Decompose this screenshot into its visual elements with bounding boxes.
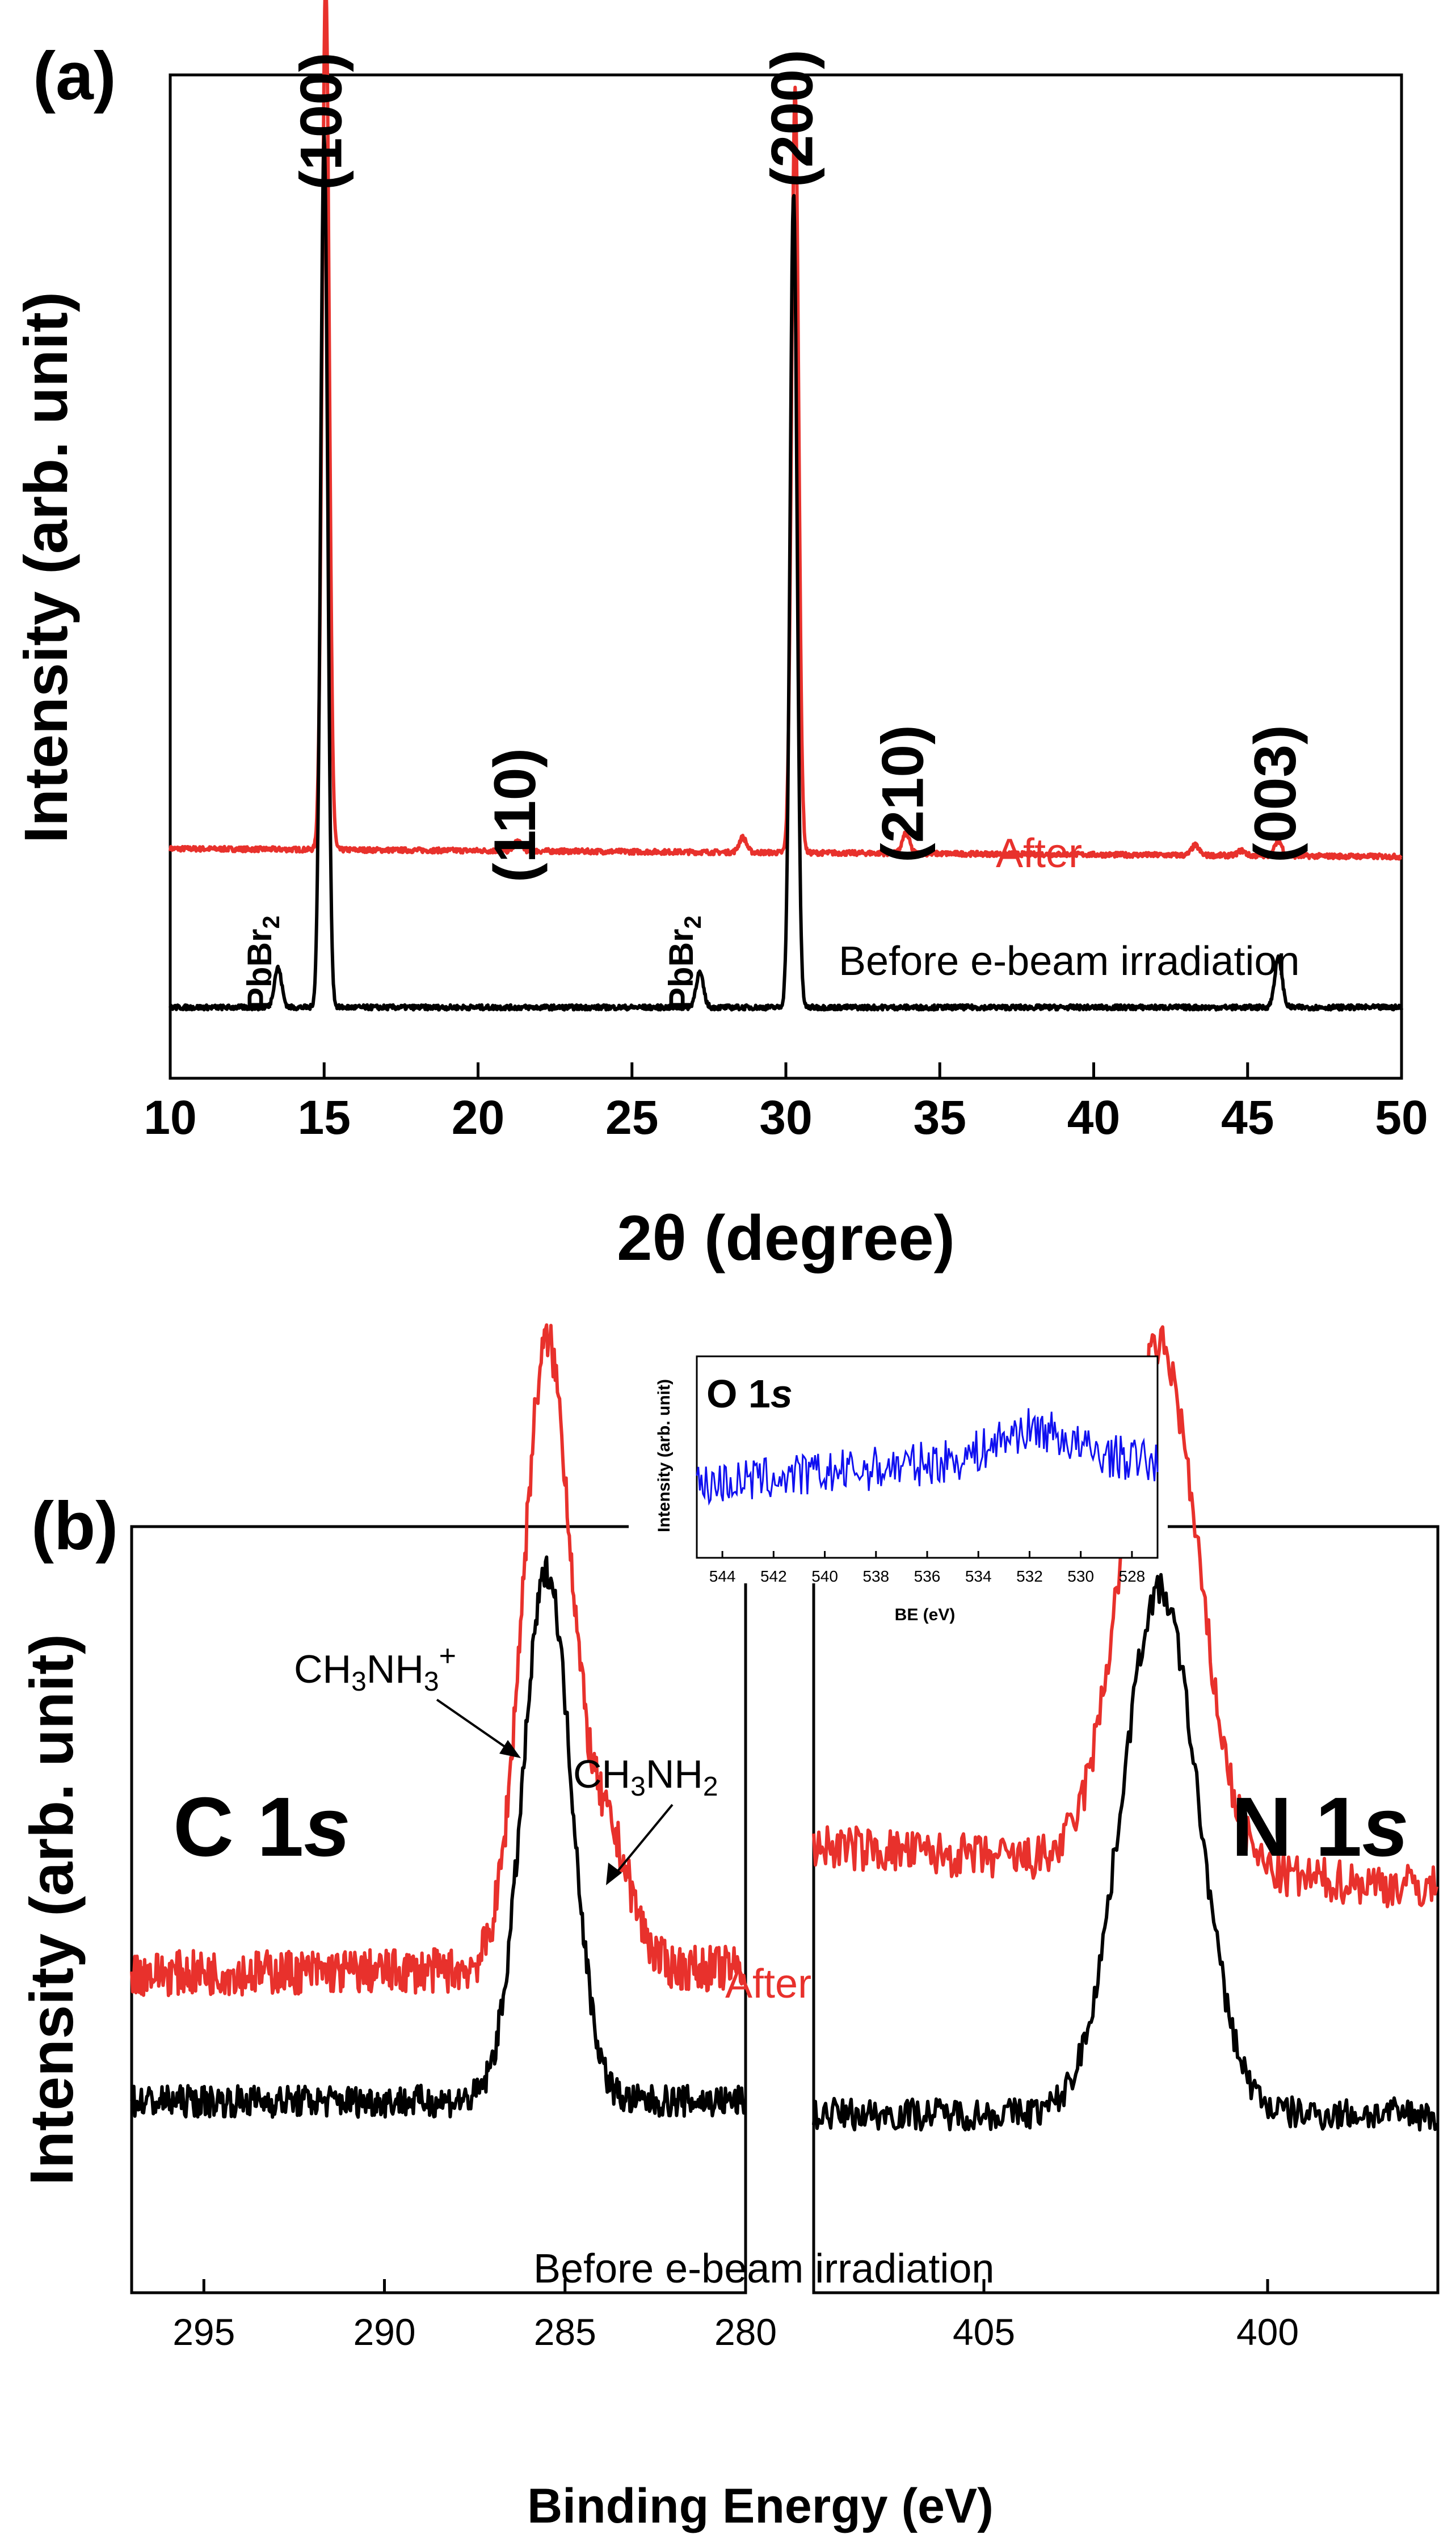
inset-x-tick-label: 544 [709,1567,736,1585]
panel-b-x-axis-label: Binding Energy (eV) [527,2479,994,2533]
peak-label: (110) [482,748,548,882]
a-x-tick-label: 20 [452,1091,504,1144]
pbbr2-label: PbBr2 [662,915,706,1010]
a-x-tick-label: 15 [298,1091,351,1144]
ch3nh2-label: CH3NH2 [573,1752,718,1802]
inset-y-axis-label: Intensity (arb. unit) [655,1379,674,1532]
inset-x-tick-label: 532 [1016,1567,1043,1585]
c1s-title: C 1s [173,1780,351,1874]
ch3nh3-arrow-head [499,1740,521,1758]
pbbr2-label: PbBr2 [241,915,284,1010]
a-x-tick-label: 30 [759,1091,812,1144]
panel-a-before-label: Before e-beam irradiation [839,939,1299,984]
panel-b-label: (b) [31,1488,118,1564]
inset-title: O 1s [706,1372,793,1416]
panel-b-before-label: Before e-beam irradiation [533,2246,994,2292]
panel-a-label: (a) [33,38,116,114]
n1s-frame [812,1525,1440,2294]
panel-a-peak-labels: (100) (110) (200) (210) (003) PbBr2 PbBr2 [241,49,1308,1010]
panel-b-y-axis-label: Intensity (arb. unit) [17,1634,86,2185]
ch3nh3-arrow [436,1699,512,1752]
panel-b-x-axis: 295 290 285 280 405 400 [172,2279,1299,2353]
before-xrd-curve [169,132,1403,1012]
c1s-frame [130,1525,747,2294]
c1s-after-curve [130,1323,747,1998]
a-x-tick-label: 10 [144,1091,196,1144]
panel-a-after-label: After [996,831,1082,876]
c1s-before-curve [130,1555,747,2119]
b-x-tick-label: 405 [953,2311,1015,2353]
peak-label: (100) [288,52,354,190]
b-x-tick-label: 400 [1236,2311,1299,2353]
ch3nh2-arrow-head [606,1863,622,1885]
panel-b-after-label: After [725,1961,811,2007]
inset-x-tick-label: 540 [811,1567,838,1585]
panel-a-x-axis-label: 2θ (degree) [617,1203,955,1273]
ch3nh2-arrow [613,1804,674,1877]
n1s-title: N 1s [1231,1780,1409,1874]
inset-x-tick-label: 536 [914,1567,941,1585]
inset-x-tick-label: 542 [760,1567,787,1585]
a-x-tick-label: 50 [1375,1091,1428,1144]
inset-x-tick-label: 530 [1067,1567,1094,1585]
inset-frame [696,1355,1159,1559]
b-x-tick-label: 280 [714,2311,777,2353]
b-x-tick-label: 290 [353,2311,415,2353]
panel-a-y-axis-label: Intensity (arb. unit) [11,292,80,843]
peak-label: (200) [759,49,825,187]
n1s-before-curve [812,1573,1438,2132]
inset-x-tick-label: 534 [965,1567,992,1585]
peak-label: (003) [1243,725,1308,863]
peak-label: (210) [870,725,936,863]
inset-plot-area: 544 542 540 538 536 534 532 530 528 [696,1408,1159,1585]
panel-a-plot-area [169,0,1403,1012]
a-x-tick-label: 45 [1221,1091,1274,1144]
a-x-tick-label: 35 [914,1091,966,1144]
o1s-curve [696,1408,1159,1506]
inset-x-tick-label: 528 [1119,1567,1146,1585]
b-x-tick-label: 285 [534,2311,596,2353]
ch3nh3-label: CH3NH3+ [294,1640,456,1697]
a-x-tick-label: 25 [605,1091,658,1144]
panel-a-x-axis: 10 15 20 25 30 35 40 45 50 [144,1062,1428,1144]
b-x-tick-label: 295 [172,2311,235,2353]
inset-x-tick-label: 538 [862,1567,889,1585]
inset-x-axis-label: BE (eV) [895,1605,956,1624]
a-x-tick-label: 40 [1067,1091,1120,1144]
